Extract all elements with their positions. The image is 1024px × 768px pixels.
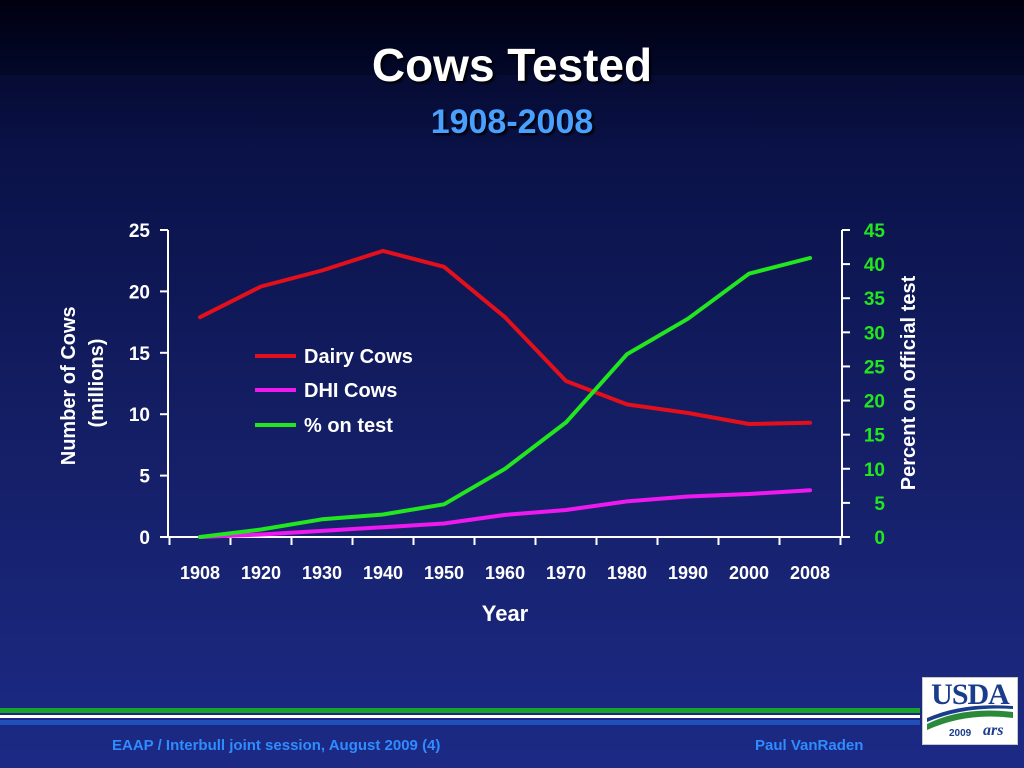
x-tick-label: 2000 (729, 563, 769, 583)
left-y-axis-title-line2: (millions) (86, 339, 108, 428)
footer-rule-blue (0, 720, 920, 725)
left-y-tick-label: 20 (129, 282, 150, 303)
right-y-tick-label: 5 (874, 494, 885, 515)
dhi-cows-line (198, 488, 812, 539)
left-y-tick-label: 5 (139, 467, 150, 488)
footer-rule-green (0, 708, 920, 713)
left-y-axis-title-line1: Number of Cows (58, 306, 80, 465)
x-axis-ticks: 1908 1920 1930 1940 1950 1960 1970 1980 1990 2000… (168, 537, 842, 583)
chart-axes (167, 230, 843, 538)
left-y-axis-title: Number of Cows (millions) (58, 301, 108, 465)
usda-logo: USDA 2009 ars (922, 677, 1018, 745)
right-axis-ticks: 0 5 10 15 20 25 30 35 40 45 (842, 221, 885, 549)
dairy-cows-line (198, 248, 812, 426)
right-y-tick-label: 45 (864, 221, 886, 242)
x-axis-title: Year (482, 601, 529, 626)
right-y-tick-label: 20 (864, 392, 885, 413)
right-y-tick-label: 25 (864, 357, 886, 378)
x-tick-label: 1940 (363, 563, 403, 583)
x-tick-label: 2008 (790, 563, 830, 583)
logo-year: 2009 (949, 728, 972, 739)
footer-event: EAAP / Interbull joint session, August 2… (112, 737, 441, 754)
ars-logo: ars (983, 722, 1004, 739)
title-band (0, 0, 1024, 75)
x-tick-label: 1990 (668, 563, 708, 583)
right-y-tick-label: 35 (864, 289, 886, 310)
usda-logo-swoosh (927, 705, 1013, 730)
x-tick-label: 1970 (546, 563, 586, 583)
left-y-tick-label: 25 (129, 221, 151, 242)
x-tick-label: 1980 (607, 563, 647, 583)
right-y-tick-label: 40 (864, 255, 885, 276)
x-tick-label: 1960 (485, 563, 525, 583)
legend-label: Dairy Cows (304, 346, 413, 368)
chart-legend: Dairy Cows DHI Cows % on test (255, 346, 413, 437)
x-tick-label: 1920 (241, 563, 281, 583)
x-tick-label: 1908 (180, 563, 220, 583)
legend-label: % on test (304, 415, 393, 437)
chart-series (198, 248, 812, 539)
right-y-tick-label: 0 (874, 528, 885, 549)
right-y-axis-title: Percent on official test (898, 275, 920, 490)
left-y-tick-label: 10 (129, 405, 150, 426)
slide-title: Cows Tested (371, 39, 653, 91)
legend-label: DHI Cows (304, 380, 397, 402)
slide-subtitle: 1908-2008 (430, 103, 594, 141)
right-y-tick-label: 30 (864, 323, 885, 344)
left-axis-ticks: 0 5 10 15 20 25 (129, 221, 168, 549)
x-tick-label: 1930 (302, 563, 342, 583)
x-tick-label: 1950 (424, 563, 464, 583)
footer-rule-white (0, 715, 920, 718)
right-y-tick-label: 10 (864, 460, 885, 481)
right-y-tick-label: 15 (864, 426, 886, 447)
percent-on-test-line (198, 256, 812, 539)
footer-author: Paul VanRaden (755, 737, 864, 754)
left-y-tick-label: 0 (139, 528, 150, 549)
left-y-tick-label: 15 (129, 344, 151, 365)
